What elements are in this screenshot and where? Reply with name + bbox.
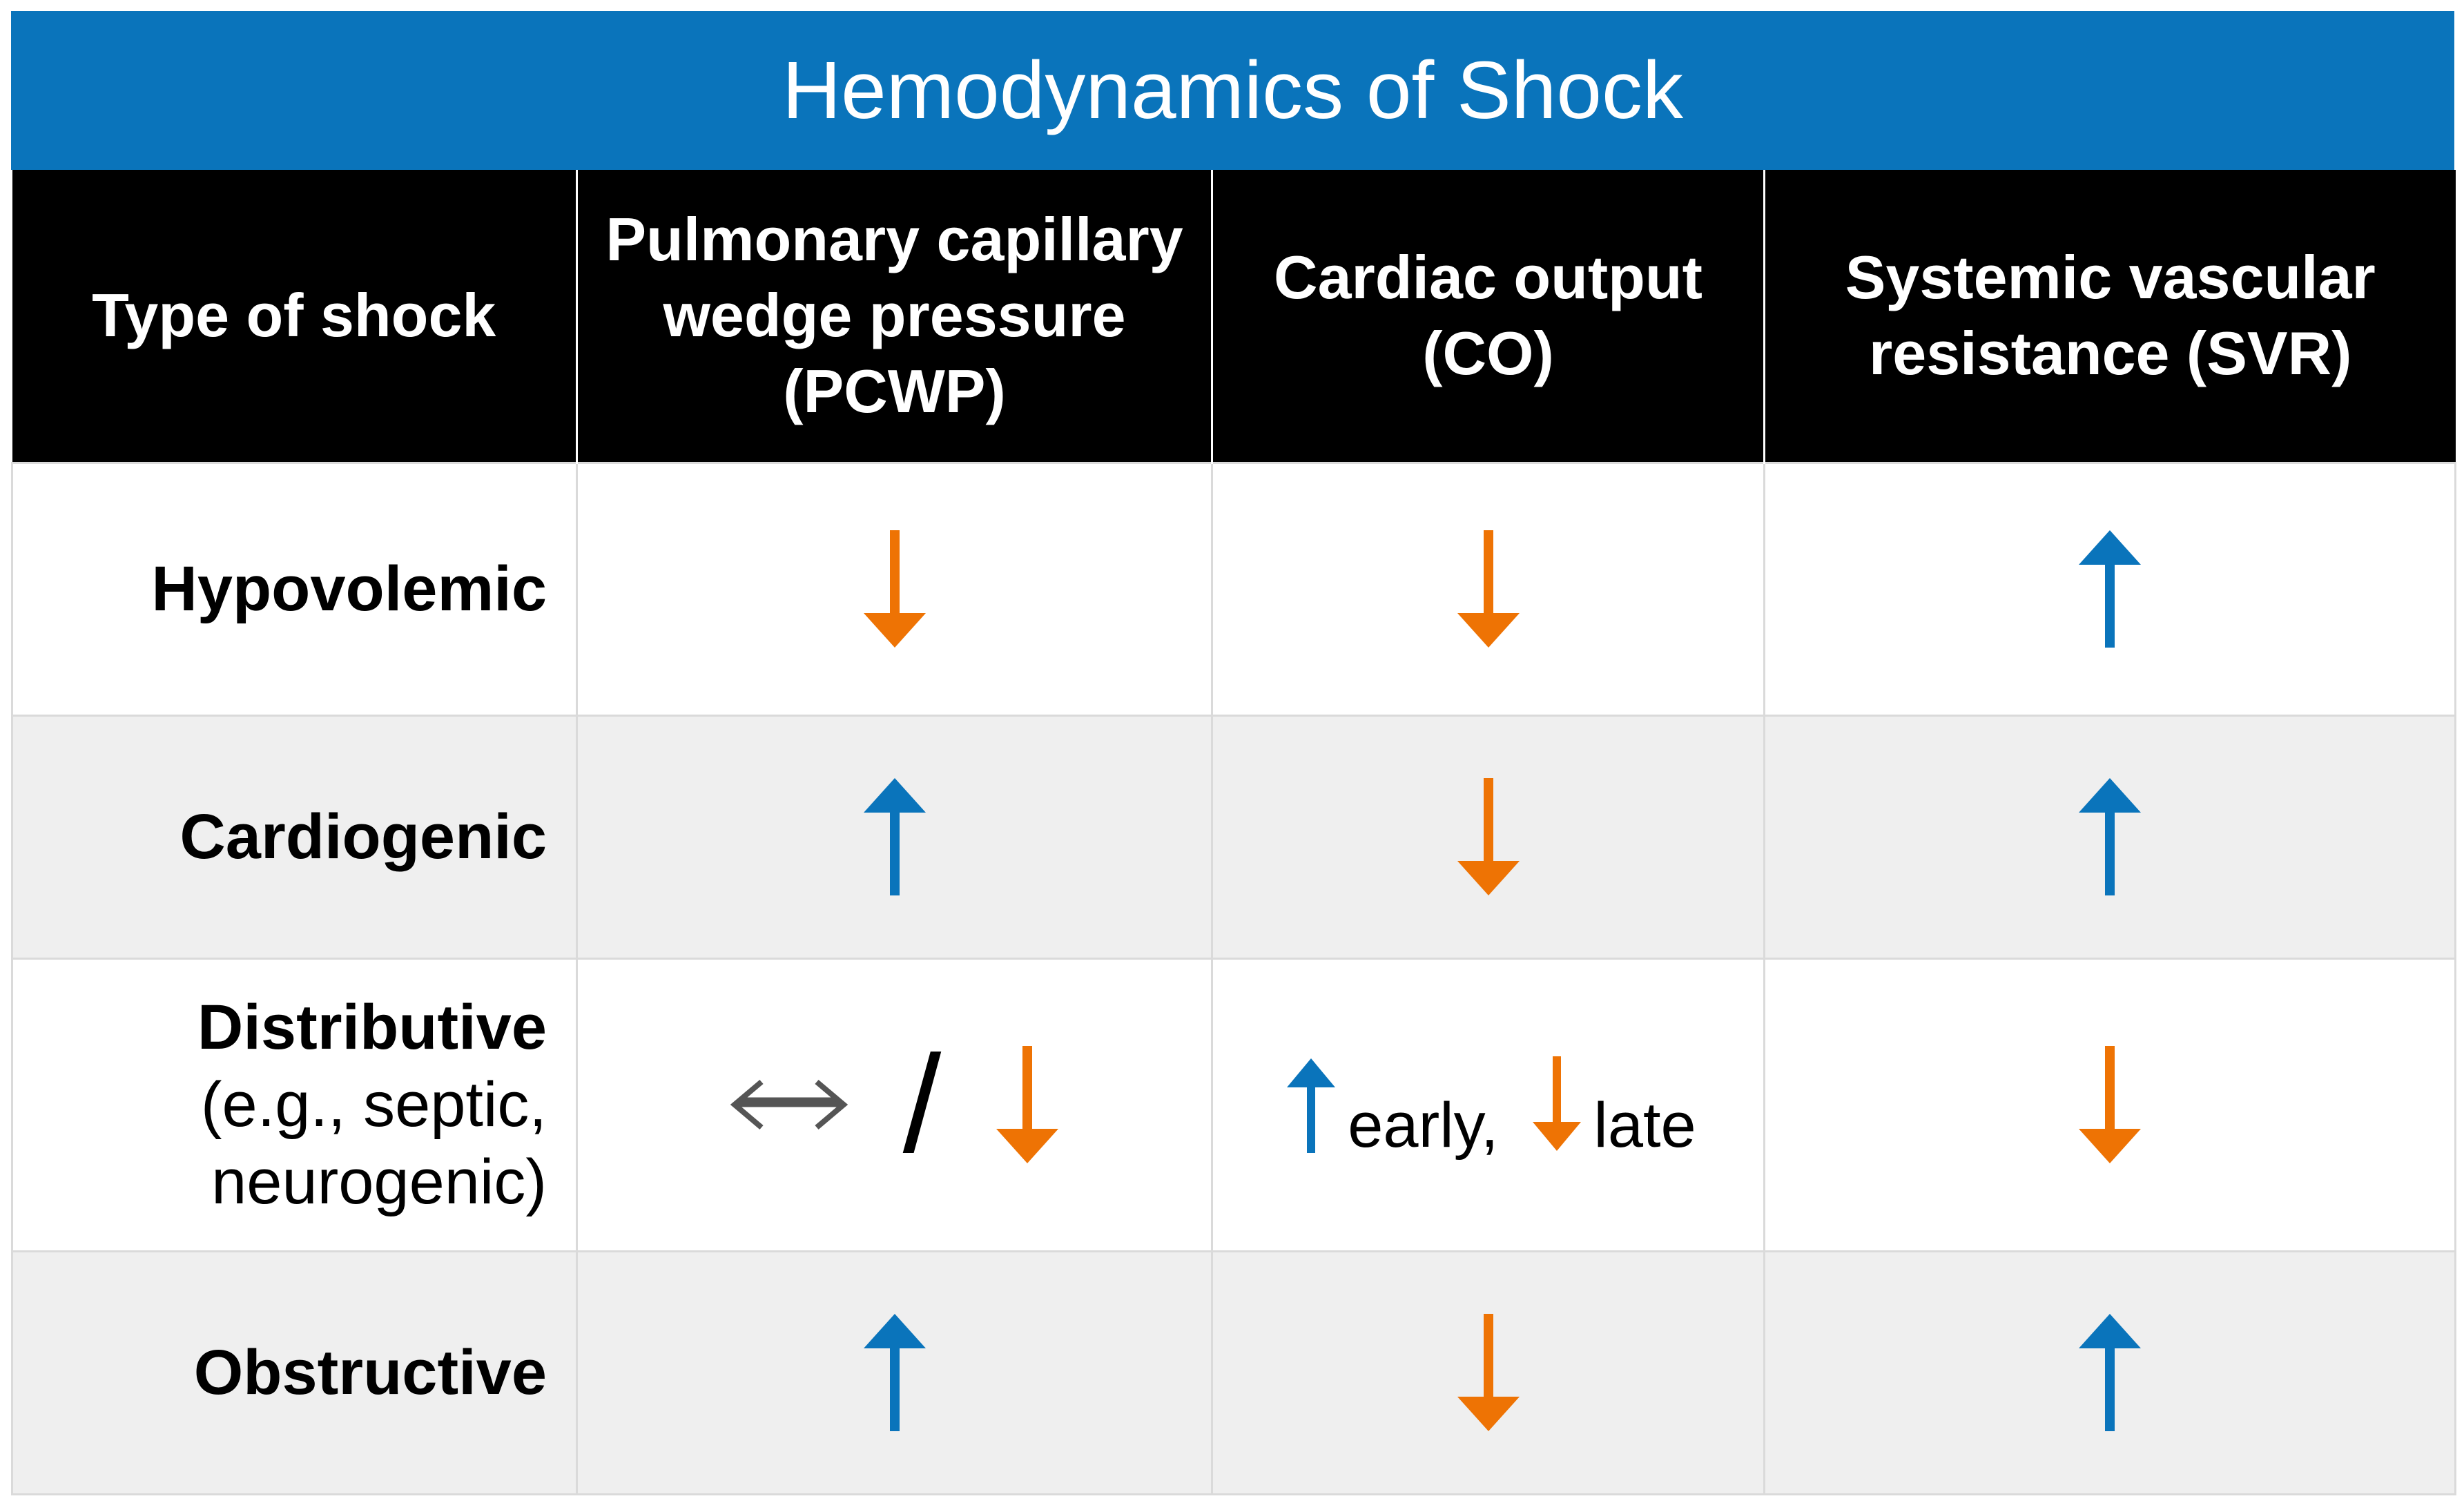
pcwp-mixed-values: / [724,1036,1066,1174]
row-label-cell: Obstructive [11,1250,578,1495]
table-title: Hemodynamics of Shock [11,11,2454,170]
down-arrow-icon [1457,530,1520,648]
table-row-obstructive: Obstructive [11,1250,2456,1495]
down-arrow-icon [863,530,926,648]
svr-cell [1763,714,2456,960]
down-arrow-icon [2079,1046,2141,1163]
late-label: late [1593,1089,1696,1161]
svr-cell [1763,957,2456,1252]
pcwp-cell: / [576,957,1213,1252]
co-cell [1211,461,1765,717]
svr-cell [1763,461,2456,717]
down-arrow-icon [1457,1314,1520,1431]
shock-type-label: Cardiogenic [180,802,547,872]
co-cell [1211,1250,1765,1495]
co-cell [1211,714,1765,960]
left-right-arrow-icon [730,1079,848,1130]
pcwp-cell [576,714,1213,960]
header-pcwp: Pulmonary capillary wedge pressure (PCWP… [576,170,1212,463]
row-label-cell: Distributive (e.g., septic, neurogenic) [11,957,578,1252]
row-label-cell: Hypovolemic [11,461,578,717]
up-arrow-icon [1287,1058,1336,1153]
table-row-distributive: Distributive (e.g., septic, neurogenic) … [11,957,2456,1252]
pcwp-cell [576,1250,1213,1495]
svr-cell [1763,1250,2456,1495]
header-svr: Systemic vascular resistance (SVR) [1763,170,2456,463]
table-row-hypovolemic: Hypovolemic [11,461,2456,717]
shock-type-label: Obstructive [193,1337,547,1408]
early-label: early, [1348,1089,1499,1161]
header-row: Type of shock Pulmonary capillary wedge … [12,170,2456,463]
up-arrow-icon [2079,1314,2141,1431]
down-arrow-icon [1457,778,1520,895]
hemodynamics-table: Type of shock Pulmonary capillary wedge … [11,170,2456,1495]
shock-type-examples: (e.g., septic, neurogenic) [200,1069,547,1217]
down-arrow-icon [1533,1056,1582,1151]
co-cell: early, late [1211,957,1765,1252]
shock-type-label: Distributive [197,992,547,1063]
separator-slash: / [902,1027,942,1181]
header-type-of-shock: Type of shock [12,170,577,463]
down-arrow-icon [996,1046,1059,1163]
up-arrow-icon [2079,530,2141,648]
up-arrow-icon [863,778,926,895]
row-label-cell: Cardiogenic [11,714,578,960]
up-arrow-icon [2079,778,2141,895]
header-cardiac-output: Cardiac output (CO) [1211,170,1765,463]
co-mixed-values: early, late [1280,1048,1696,1162]
pcwp-cell [576,461,1213,717]
shock-type-label: Hypovolemic [151,554,547,624]
table-row-cardiogenic: Cardiogenic [11,714,2456,960]
up-arrow-icon [863,1314,926,1431]
